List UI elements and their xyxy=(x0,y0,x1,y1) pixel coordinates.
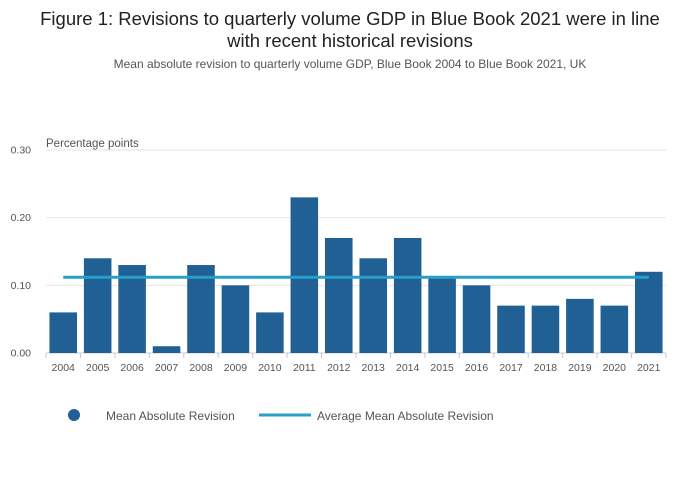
x-tick-label: 2017 xyxy=(499,362,523,374)
bar-2006[interactable] xyxy=(118,265,146,353)
bar-2021[interactable] xyxy=(635,271,663,353)
bar-2020[interactable] xyxy=(600,305,629,353)
bar-2016[interactable] xyxy=(462,285,491,353)
legend-label-mean-absolute-revision[interactable]: Mean Absolute Revision xyxy=(106,409,235,423)
x-tick-label: 2013 xyxy=(362,362,386,374)
x-tick-label: 2004 xyxy=(52,362,76,374)
bar-2017[interactable] xyxy=(497,305,525,353)
x-tick-label: 2010 xyxy=(258,362,282,374)
y-tick-label: 0.10 xyxy=(11,280,32,292)
x-tick-label: 2019 xyxy=(568,362,592,374)
bar-2012[interactable] xyxy=(325,237,353,353)
bar-2011[interactable] xyxy=(290,197,319,353)
legend-label-average-mean-absolute-revision[interactable]: Average Mean Absolute Revision xyxy=(317,409,494,423)
x-tick-label: 2009 xyxy=(224,362,248,374)
bar-2005[interactable] xyxy=(83,258,112,353)
x-tick-label: 2012 xyxy=(327,362,351,374)
chart-title: Figure 1: Revisions to quarterly volume … xyxy=(40,8,660,51)
x-tick-label: 2007 xyxy=(155,362,179,374)
bar-2008[interactable] xyxy=(187,265,215,353)
x-tick-label: 2015 xyxy=(430,362,454,374)
x-tick-label: 2021 xyxy=(637,362,661,374)
x-tick-label: 2005 xyxy=(86,362,110,374)
x-tick-label: 2020 xyxy=(603,362,627,374)
y-tick-label: 0.30 xyxy=(11,145,32,157)
bar-2018[interactable] xyxy=(531,305,560,353)
bar-2013[interactable] xyxy=(359,258,387,353)
x-tick-label: 2006 xyxy=(120,362,144,374)
legend[interactable]: Mean Absolute Revision Average Mean Abso… xyxy=(68,409,494,423)
bar-2015[interactable] xyxy=(428,278,456,353)
bar-2004[interactable] xyxy=(49,312,77,353)
legend-marker-mean-absolute-revision xyxy=(68,409,80,421)
bar-2010[interactable] xyxy=(256,312,284,353)
bar-2009[interactable] xyxy=(221,285,250,353)
y-axis-label: Percentage points xyxy=(46,138,139,150)
x-tick-label: 2016 xyxy=(465,362,489,374)
y-tick-label: 0.00 xyxy=(11,348,32,360)
x-tick-label: 2018 xyxy=(534,362,558,374)
x-tick-label: 2011 xyxy=(293,362,316,374)
x-tick-label: 2014 xyxy=(396,362,420,374)
bar-2007[interactable] xyxy=(152,346,181,353)
bar-layer xyxy=(49,197,663,353)
x-tick-labels: 2004 2005 2006 2007 2008 2009 2010 2011 2012 2013… xyxy=(45,353,667,374)
chart-subtitle: Mean absolute revision to quarterly volu… xyxy=(113,57,587,71)
y-tick-labels: 0.00 0.10 0.20 0.30 xyxy=(11,145,32,360)
y-tick-label: 0.20 xyxy=(11,212,32,224)
bar-2019[interactable] xyxy=(566,298,594,353)
x-tick-label: 2008 xyxy=(189,362,213,374)
bar-2014[interactable] xyxy=(393,237,422,353)
